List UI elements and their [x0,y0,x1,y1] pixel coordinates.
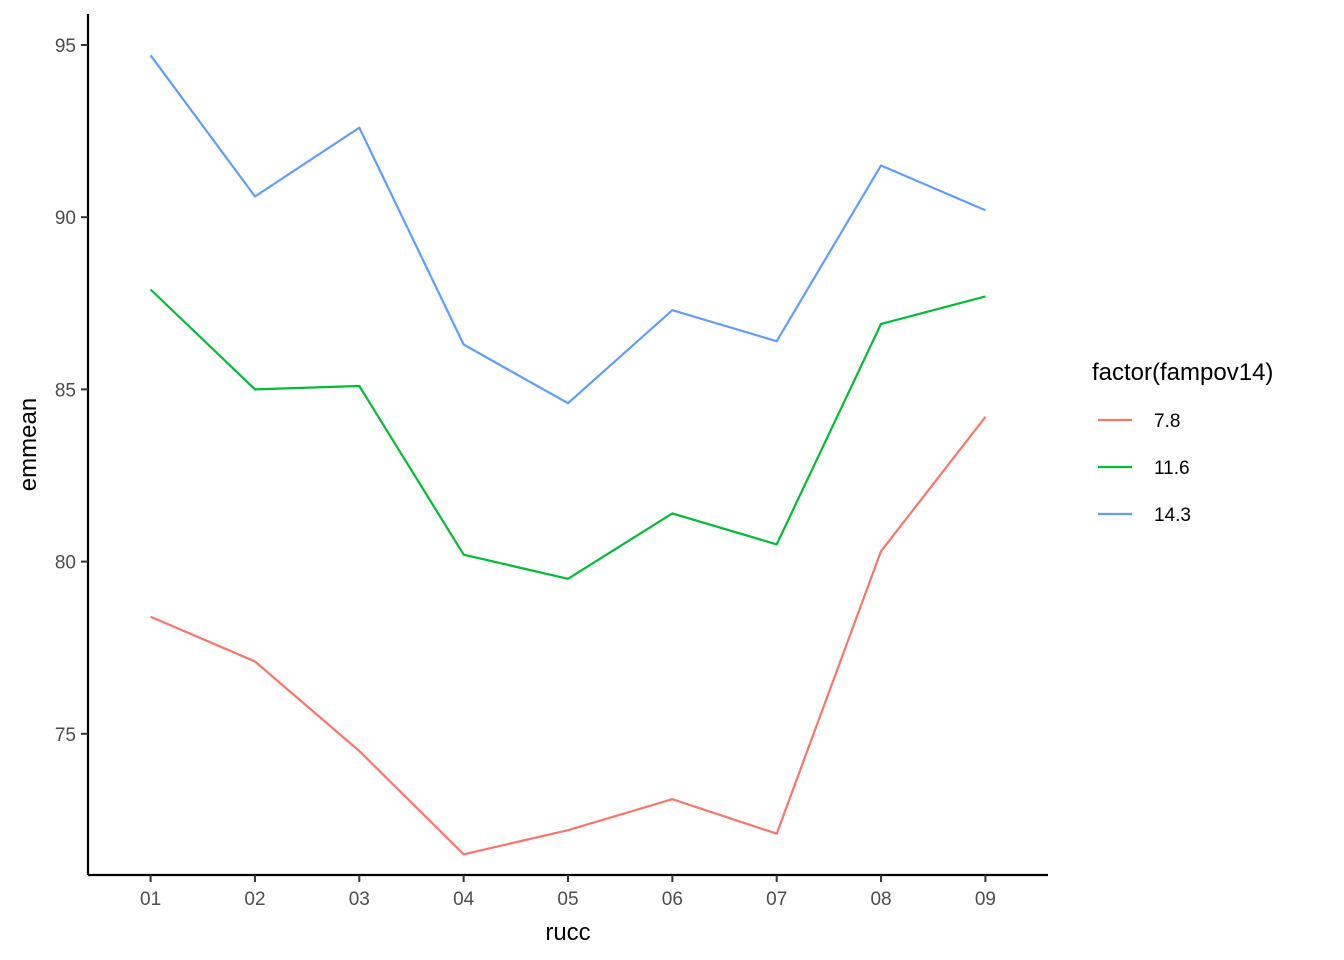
x-tick-label: 02 [244,889,265,910]
series-layer [149,54,987,856]
y-axis-title: emmean [15,398,42,491]
y-tick-label: 95 [55,36,76,57]
x-tick-label: 08 [870,889,891,910]
x-tick-label: 06 [662,889,683,910]
legend: factor(fampov14) 7.8 11.6 14.3 [1092,359,1273,526]
x-tick-label: 07 [766,889,787,910]
series-line-11-6 [149,288,986,580]
legend-label: 11.6 [1154,458,1190,479]
x-axis-title: rucc [545,919,590,946]
x-tick-label: 01 [140,889,161,910]
series-line-7-8 [150,416,987,856]
x-tick-label: 09 [975,889,996,910]
x-tick-label: 04 [453,889,475,910]
y-tick-label: 90 [55,208,76,229]
legend-title: factor(fampov14) [1092,359,1273,386]
y-tick-label: 75 [55,725,76,746]
legend-label: 7.8 [1154,411,1180,432]
y-axis: 75 80 85 90 95 [55,14,90,875]
x-tick-label: 05 [557,889,578,910]
legend-label: 14.3 [1154,505,1191,526]
y-tick-label: 85 [55,380,76,401]
x-axis: 01 02 03 04 05 06 07 08 09 [88,873,1048,910]
y-tick-label: 80 [55,553,76,574]
x-tick-label: 03 [349,889,370,910]
series-line-14-3 [149,54,986,405]
